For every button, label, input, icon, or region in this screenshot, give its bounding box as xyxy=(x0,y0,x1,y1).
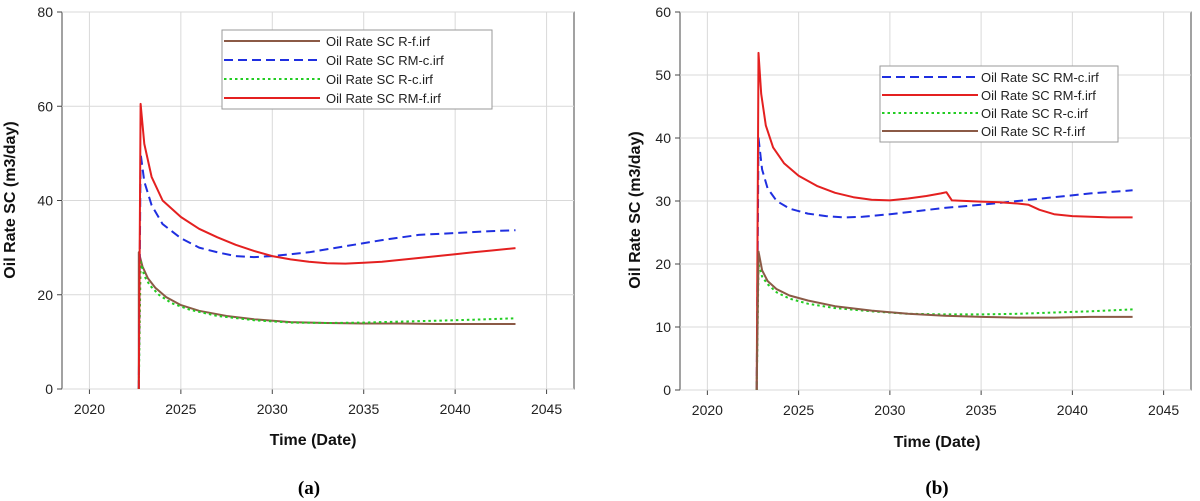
x-tick-label: 2035 xyxy=(966,402,997,418)
y-tick-label: 40 xyxy=(655,130,671,146)
panel-label-a: (a) xyxy=(298,478,320,499)
legend-label: Oil Rate SC R-f.irf xyxy=(981,124,1085,139)
legend-label: Oil Rate SC RM-f.irf xyxy=(981,88,1096,103)
y-tick-label: 40 xyxy=(37,193,53,209)
y-tick-labels: 0 20 40 60 80 xyxy=(37,4,53,397)
series-line xyxy=(137,251,516,389)
y-tick-label: 10 xyxy=(655,319,671,335)
series-group xyxy=(137,102,516,390)
y-axis-title: Oil Rate SC (m3/day) xyxy=(627,131,644,288)
legend: Oil Rate SC RM-c.irf Oil Rate SC RM-f.irf… xyxy=(879,65,1119,143)
series-line xyxy=(137,260,516,390)
legend-label: Oil Rate SC RM-f.irf xyxy=(326,91,441,106)
x-tick-label: 2040 xyxy=(440,401,471,417)
legend-box xyxy=(879,65,1119,143)
series-group xyxy=(755,51,1133,391)
series-line xyxy=(137,102,516,390)
x-axis-title: Time (Date) xyxy=(270,432,357,449)
y-tick-label: 30 xyxy=(655,193,671,209)
y-tick-label: 60 xyxy=(37,98,53,114)
y-tick-label: 50 xyxy=(655,67,671,83)
panel-label-b: (b) xyxy=(925,478,948,499)
x-tick-label: 2020 xyxy=(692,402,723,418)
y-tick-label: 20 xyxy=(37,287,53,303)
x-tick-label: 2040 xyxy=(1057,402,1088,418)
x-tick-label: 2025 xyxy=(165,401,196,417)
y-tick-label: 60 xyxy=(655,4,671,20)
y-tick-label: 0 xyxy=(663,382,671,398)
x-tick-labels: 2020 2025 2030 2035 2040 2045 xyxy=(692,402,1180,418)
x-tick-label: 2030 xyxy=(874,402,905,418)
series-line xyxy=(755,137,1133,391)
legend-label: Oil Rate SC R-f.irf xyxy=(326,34,430,49)
y-tick-label: 80 xyxy=(37,4,53,20)
x-tick-label: 2025 xyxy=(783,402,814,418)
y-tick-label: 20 xyxy=(655,256,671,272)
x-tick-label: 2030 xyxy=(257,401,288,417)
x-tick-label: 2020 xyxy=(74,401,105,417)
y-tick-label: 0 xyxy=(45,381,53,397)
x-tick-label: 2045 xyxy=(1148,402,1179,418)
x-tick-label: 2035 xyxy=(348,401,379,417)
legend-box xyxy=(221,29,493,110)
x-tick-labels: 2020 2025 2030 2035 2040 2045 xyxy=(74,401,563,417)
legend-label: Oil Rate SC RM-c.irf xyxy=(981,70,1099,85)
legend-label: Oil Rate SC R-c.irf xyxy=(326,72,433,87)
y-tick-labels: 0 10 20 30 40 50 60 xyxy=(655,4,671,398)
x-tick-label: 2045 xyxy=(531,401,562,417)
legend-label: Oil Rate SC R-c.irf xyxy=(981,106,1088,121)
series-line xyxy=(755,250,1133,391)
legend-label: Oil Rate SC RM-c.irf xyxy=(326,53,444,68)
series-line xyxy=(755,263,1133,391)
x-axis-title: Time (Date) xyxy=(894,434,981,451)
series-line xyxy=(755,51,1133,391)
legend: Oil Rate SC R-f.irf Oil Rate SC RM-c.irf O… xyxy=(221,29,493,110)
y-axis-title: Oil Rate SC (m3/day) xyxy=(2,121,19,278)
series-line xyxy=(137,152,516,390)
